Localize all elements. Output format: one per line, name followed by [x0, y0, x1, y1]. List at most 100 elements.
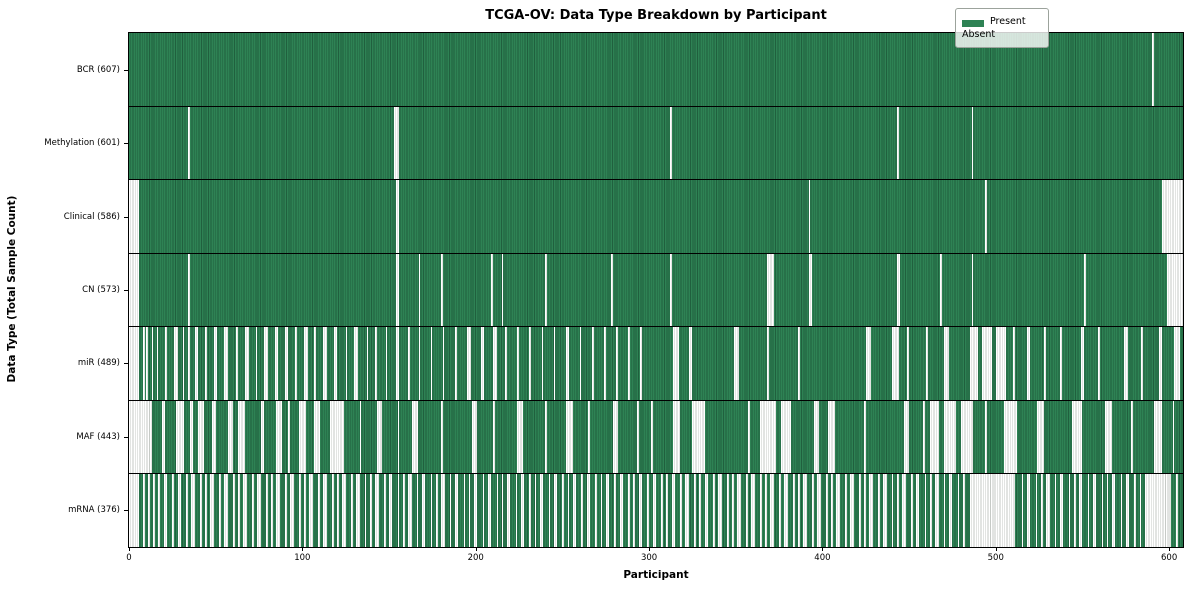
y-tick-label: miR (489)	[77, 358, 120, 369]
absent-segment	[129, 180, 140, 253]
absent-segment	[487, 474, 492, 548]
absent-segment	[995, 327, 1007, 400]
absent-segment	[473, 474, 478, 548]
absent-segment	[395, 327, 400, 400]
absent-segment	[812, 474, 814, 548]
absent-segment	[1162, 180, 1183, 253]
absent-segment	[442, 327, 445, 400]
absent-segment	[245, 327, 249, 400]
absent-segment	[688, 327, 693, 400]
absent-segment	[210, 474, 214, 548]
y-tick-mark	[124, 290, 128, 291]
absent-segment	[129, 474, 140, 548]
absent-segment	[943, 400, 956, 474]
absent-segment	[227, 400, 233, 474]
absent-segment	[883, 474, 887, 548]
row-band-cn	[129, 253, 1183, 328]
absent-segment	[1141, 327, 1144, 400]
absent-segment	[770, 474, 774, 548]
absent-segment	[864, 400, 866, 474]
absent-segment	[1013, 327, 1015, 400]
absent-segment	[534, 474, 537, 548]
absent-segment	[375, 327, 377, 400]
absent-segment	[831, 474, 833, 548]
absent-segment	[610, 253, 613, 327]
absent-segment	[1037, 400, 1045, 474]
absent-segment	[636, 400, 639, 474]
absent-segment	[628, 327, 630, 400]
absent-segment	[588, 400, 591, 474]
absent-segment	[224, 327, 228, 400]
absent-segment	[685, 474, 689, 548]
absent-segment	[517, 327, 520, 400]
absent-segment	[288, 400, 291, 474]
absent-segment	[694, 474, 696, 548]
absent-segment	[142, 474, 145, 548]
absent-segment	[969, 474, 1015, 548]
absent-segment	[441, 253, 443, 327]
absent-segment	[647, 474, 650, 548]
absent-segment	[337, 474, 339, 548]
absent-segment	[350, 474, 353, 548]
absent-segment	[1035, 474, 1038, 548]
absent-segment	[517, 400, 523, 474]
absent-segment	[673, 327, 679, 400]
absent-segment	[827, 400, 835, 474]
absent-segment	[760, 400, 776, 474]
row-band-methylation	[129, 106, 1183, 181]
row-band-mir	[129, 327, 1183, 401]
absent-segment	[1153, 400, 1163, 474]
x-tick-label: 200	[467, 553, 484, 563]
absent-segment	[903, 400, 910, 474]
absent-segment	[692, 400, 705, 474]
absent-segment	[151, 327, 154, 400]
absent-segment	[515, 474, 518, 548]
absent-segment	[628, 474, 630, 548]
legend-entry-absent: Absent	[962, 9, 1041, 40]
absent-segment	[323, 327, 327, 400]
absent-segment	[186, 474, 188, 548]
absent-segment	[891, 327, 899, 400]
absent-segment	[129, 400, 152, 474]
x-tick-mark	[822, 547, 824, 551]
absent-segment	[1174, 327, 1180, 400]
absent-segment	[331, 474, 334, 548]
absent-segment	[264, 327, 268, 400]
absent-segment	[421, 474, 426, 548]
absent-segment	[172, 474, 175, 548]
absent-segment	[1004, 400, 1017, 474]
y-tick-mark	[124, 143, 128, 145]
y-tick-label: CN (573)	[82, 285, 120, 295]
absent-segment	[969, 327, 979, 400]
absent-segment	[926, 327, 929, 400]
absent-segment	[430, 474, 433, 548]
absent-segment	[304, 474, 306, 548]
absent-segment	[441, 474, 445, 548]
y-tick-label: BCR (607)	[76, 64, 120, 75]
absent-segment	[397, 474, 400, 548]
absent-segment	[548, 474, 551, 548]
absent-segment	[156, 327, 159, 400]
absent-segment	[1059, 327, 1062, 400]
absent-segment	[808, 180, 811, 253]
absent-segment	[603, 327, 606, 400]
absent-segment	[600, 474, 603, 548]
absent-segment	[236, 327, 239, 400]
absent-segment	[238, 474, 240, 548]
absent-segment	[177, 474, 181, 548]
absent-segment	[219, 474, 221, 548]
absent-segment	[323, 474, 327, 548]
absent-segment	[408, 474, 412, 548]
absent-segment	[1044, 327, 1047, 400]
absent-segment	[1084, 253, 1086, 327]
absent-segment	[669, 106, 672, 180]
absent-segment	[924, 474, 927, 548]
x-tick-label: 500	[987, 553, 1004, 563]
absent-segment	[187, 106, 190, 180]
absent-segment	[865, 327, 871, 400]
absent-segment	[366, 327, 369, 400]
absent-segment	[212, 400, 216, 474]
absent-segment	[1080, 327, 1085, 400]
absent-segment	[309, 474, 313, 548]
absent-segment	[836, 474, 840, 548]
